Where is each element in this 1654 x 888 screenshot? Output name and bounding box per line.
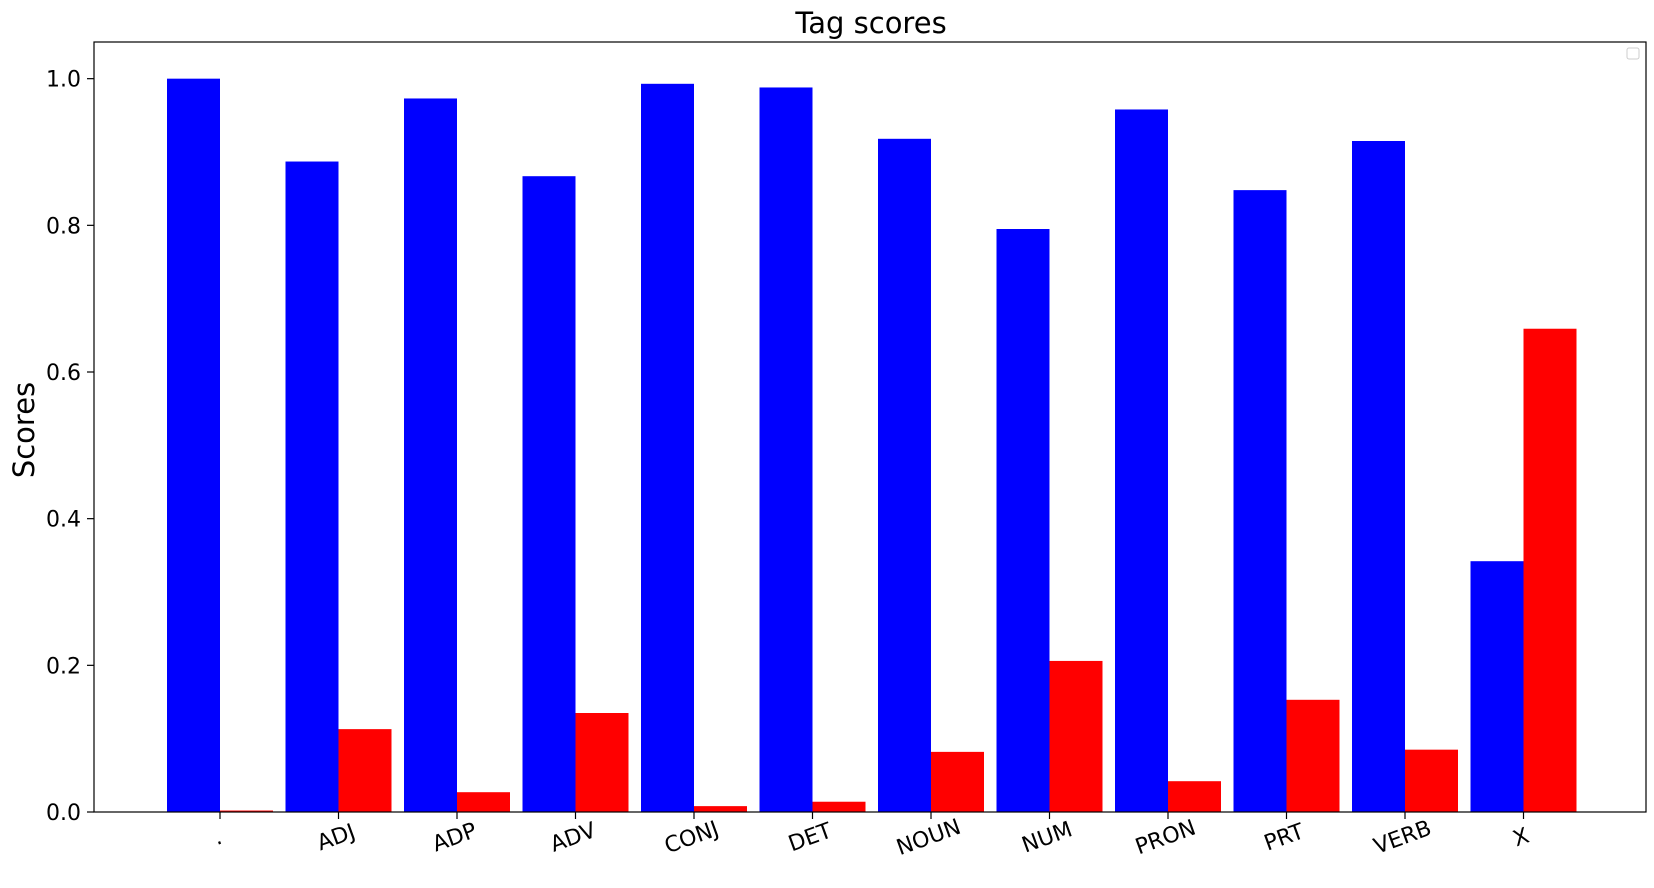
bar-blue-9 [1233, 190, 1287, 812]
bar-red-1 [338, 729, 392, 812]
x-tick-label-7: NUM [1019, 817, 1076, 858]
bar-red-3 [575, 713, 629, 812]
plot-area-frame [93, 41, 1647, 813]
bar-blue-11 [1470, 561, 1524, 812]
bar-blue-8 [1115, 109, 1168, 813]
bar-blue-5 [759, 87, 813, 813]
x-tick-label-1: ADJ [314, 820, 359, 857]
x-tick-label-11: X [1510, 824, 1533, 853]
y-tick-label-5: 1.0 [46, 68, 81, 93]
legend [1626, 47, 1640, 60]
bar-red-9 [1286, 699, 1340, 812]
chart-title: Tag scores [794, 6, 946, 40]
bar-blue-6 [878, 138, 931, 813]
bar-blue-1 [285, 161, 339, 812]
bar-red-5 [812, 801, 866, 812]
x-tick-label-3: ADV [547, 818, 599, 857]
x-tick-label-5: DET [785, 818, 836, 857]
bars-group [167, 78, 1577, 813]
bar-red-4 [694, 806, 747, 812]
bar-red-0 [220, 810, 273, 812]
bar-blue-10 [1352, 141, 1405, 812]
bar-blue-4 [641, 83, 694, 813]
bar-red-7 [1049, 660, 1103, 812]
y-tick-label-4: 0.8 [46, 214, 81, 239]
y-tick-label-3: 0.6 [46, 361, 81, 386]
x-tick-label-4: CONJ [661, 817, 722, 860]
x-ticks-group: . ADJ ADP ADV CONJ DET NOUN NUM PRON PRT VERB X [210, 812, 1533, 861]
bar-red-11 [1523, 328, 1577, 812]
y-axis-label: Scores [7, 382, 41, 478]
x-tick-label-6: NOUN [893, 815, 964, 861]
y-tick-label-2: 0.4 [46, 508, 81, 533]
bar-blue-2 [404, 98, 457, 813]
bar-red-6 [931, 751, 984, 812]
bar-blue-7 [996, 229, 1050, 812]
x-tick-label-10: VERB [1371, 816, 1435, 860]
y-tick-label-1: 0.2 [46, 654, 81, 679]
y-tick-label-0: 0.0 [46, 801, 81, 826]
bar-red-8 [1168, 781, 1221, 812]
x-tick-label-8: PRON [1132, 815, 1199, 860]
bar-red-10 [1405, 749, 1458, 812]
x-tick-label-0: . [210, 825, 225, 851]
bar-blue-3 [522, 176, 576, 812]
bar-blue-0 [167, 78, 220, 813]
x-tick-label-9: PRT [1261, 819, 1308, 856]
x-tick-label-2: ADP [429, 818, 480, 857]
bar-red-2 [457, 792, 510, 812]
y-ticks-group: 0.0 0.2 0.4 0.6 0.8 1.0 [46, 68, 94, 826]
